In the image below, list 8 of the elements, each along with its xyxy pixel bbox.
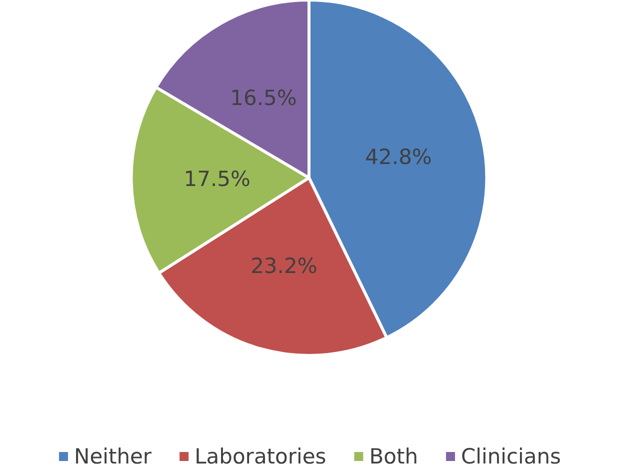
legend-label: Clinicians (461, 444, 562, 468)
data-label: 17.5% (184, 167, 250, 192)
legend-label: Laboratories (194, 444, 326, 468)
legend-label: Neither (74, 444, 152, 468)
data-label: 16.5% (230, 86, 297, 110)
data-label: 42.8% (365, 145, 432, 170)
legend-label: Both (369, 444, 418, 468)
data-label: 23.2% (250, 254, 318, 278)
